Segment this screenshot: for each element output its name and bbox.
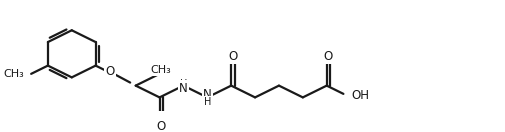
Text: N: N bbox=[203, 88, 211, 101]
Text: CH₃: CH₃ bbox=[150, 65, 171, 75]
Text: O: O bbox=[105, 65, 114, 78]
Text: H: H bbox=[179, 79, 187, 89]
Text: O: O bbox=[323, 50, 332, 63]
Text: OH: OH bbox=[350, 89, 369, 102]
Text: O: O bbox=[228, 50, 237, 63]
Text: O: O bbox=[156, 120, 165, 132]
Text: H: H bbox=[203, 97, 211, 107]
Text: CH₃: CH₃ bbox=[4, 69, 24, 79]
Text: N: N bbox=[179, 82, 187, 95]
